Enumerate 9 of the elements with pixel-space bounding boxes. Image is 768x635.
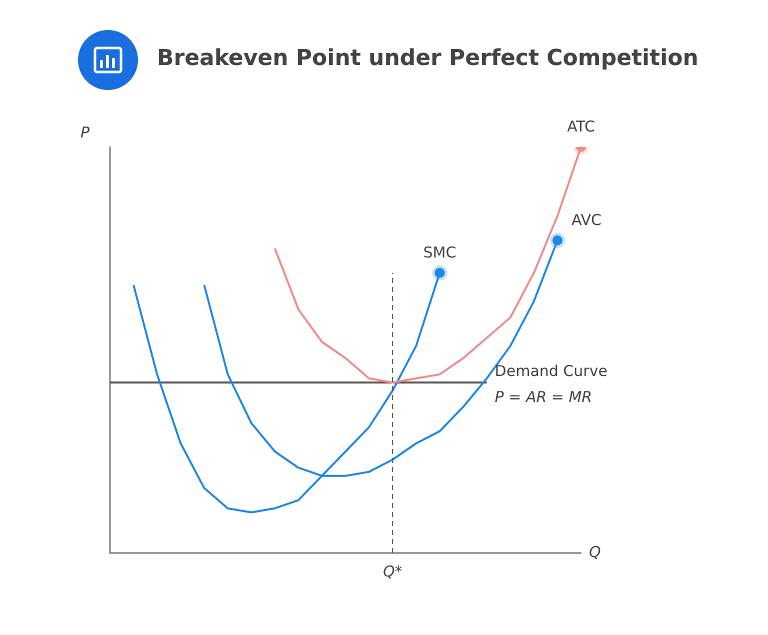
y-axis-title: P: [80, 123, 90, 142]
text: Q*: [382, 562, 403, 580]
series-label: Demand Curve: [494, 362, 608, 380]
series-label: SMC: [423, 243, 456, 262]
x-axis-title: Q: [589, 542, 601, 561]
series-label: AVC: [571, 210, 602, 229]
series-label: ATC: [567, 117, 595, 136]
chart-title: Breakeven Point under Perfect Competition: [157, 46, 698, 71]
annotation: P = AR = MR: [494, 388, 592, 406]
